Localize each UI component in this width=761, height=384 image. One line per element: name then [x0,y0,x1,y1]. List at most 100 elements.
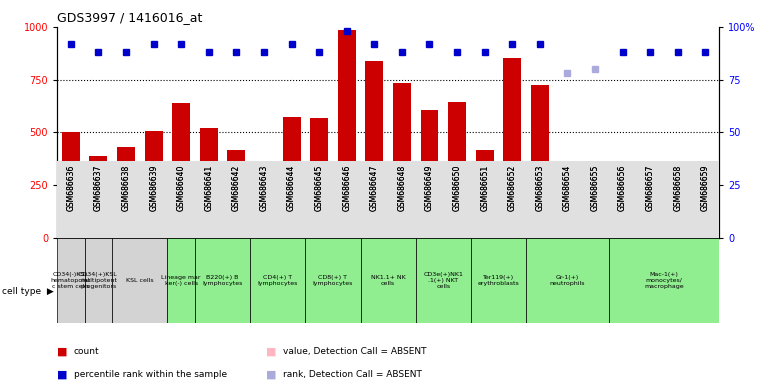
Text: GSM686650: GSM686650 [453,165,462,212]
Text: GSM686650: GSM686650 [453,165,462,212]
Text: GDS3997 / 1416016_at: GDS3997 / 1416016_at [57,11,202,24]
Bar [282,117,301,238]
Bar [255,167,273,238]
Text: GSM686644: GSM686644 [287,165,296,212]
Text: GSM686648: GSM686648 [397,165,406,211]
Text: GSM686649: GSM686649 [425,165,434,212]
Bar [669,203,686,238]
Text: GSM686659: GSM686659 [701,165,710,212]
Text: GSM686640: GSM686640 [177,165,186,212]
Bar [90,156,107,238]
Bar [338,30,355,238]
Text: GSM686653: GSM686653 [535,165,544,212]
Text: GSM686651: GSM686651 [480,165,489,211]
Bar [333,161,361,238]
Text: CD34(+)KSL
multipotent
progenitors: CD34(+)KSL multipotent progenitors [79,272,118,289]
Text: rank, Detection Call = ABSENT: rank, Detection Call = ABSENT [283,370,422,379]
Bar [310,118,328,238]
Text: Ter119(+)
erythroblasts: Ter119(+) erythroblasts [478,275,519,286]
Bar [365,61,384,238]
Bar [250,161,278,238]
Text: GSM686659: GSM686659 [701,165,710,212]
Bar [526,161,553,238]
Text: GSM686658: GSM686658 [673,165,683,211]
Bar [172,103,190,238]
Bar [559,222,576,238]
Text: GSM686656: GSM686656 [618,165,627,212]
Text: Lineage mar
ker(-) cells: Lineage mar ker(-) cells [161,275,201,286]
Bar [361,161,388,238]
Text: GSM686655: GSM686655 [591,165,600,212]
Text: CD34(-)KSL
hematopoiet
c stem cells: CD34(-)KSL hematopoiet c stem cells [51,272,91,289]
Text: GSM686645: GSM686645 [314,165,323,212]
Text: GSM686643: GSM686643 [260,165,269,212]
Bar [393,83,411,238]
Text: GSM686648: GSM686648 [397,165,406,211]
Text: GSM686637: GSM686637 [94,165,103,212]
Text: ■: ■ [57,346,68,356]
Text: ■: ■ [57,369,68,379]
Bar [581,161,609,238]
Bar [84,238,113,323]
Bar [642,185,659,238]
Text: CD3e(+)NK1
.1(+) NKT
cells: CD3e(+)NK1 .1(+) NKT cells [423,272,463,289]
Text: CD4(+) T
lymphocytes: CD4(+) T lymphocytes [257,275,298,286]
Bar [416,238,471,323]
Text: GSM686654: GSM686654 [563,165,572,212]
Text: GSM686642: GSM686642 [232,165,241,211]
Bar [113,161,140,238]
Text: GSM686651: GSM686651 [480,165,489,211]
Text: GSM686637: GSM686637 [94,165,103,212]
Bar [586,214,604,238]
Text: GSM686636: GSM686636 [66,165,75,212]
Bar [200,128,218,238]
Bar [531,85,549,238]
Text: count: count [74,347,100,356]
Bar [57,161,84,238]
Text: GSM686641: GSM686641 [204,165,213,211]
Bar [503,58,521,238]
Text: GSM686649: GSM686649 [425,165,434,212]
Bar [498,161,526,238]
Bar [305,238,361,323]
Text: GSM686638: GSM686638 [122,165,131,211]
Bar [421,110,438,238]
Bar [113,238,167,323]
Text: GSM686647: GSM686647 [370,165,379,212]
Bar [471,161,498,238]
Bar [228,151,245,238]
Text: GSM686657: GSM686657 [645,165,654,212]
Bar [250,238,305,323]
Text: cell type  ▶: cell type ▶ [2,287,53,296]
Bar [361,238,416,323]
Text: Gr-1(+)
neutrophils: Gr-1(+) neutrophils [549,275,585,286]
Text: Mac-1(+)
monocytes/
macrophage: Mac-1(+) monocytes/ macrophage [644,272,684,289]
Bar [443,161,471,238]
Bar [609,161,636,238]
Text: B220(+) B
lymphocytes: B220(+) B lymphocytes [202,275,243,286]
Text: CD8(+) T
lymphocytes: CD8(+) T lymphocytes [313,275,353,286]
Text: GSM686655: GSM686655 [591,165,600,212]
Bar [57,238,84,323]
Text: GSM686639: GSM686639 [149,165,158,212]
Bar [388,161,416,238]
Text: GSM686657: GSM686657 [645,165,654,212]
Text: GSM686636: GSM686636 [66,165,75,212]
Text: GSM686647: GSM686647 [370,165,379,212]
Bar [278,161,305,238]
Text: GSM686658: GSM686658 [673,165,683,211]
Text: GSM686654: GSM686654 [563,165,572,212]
Bar [636,161,664,238]
Bar [553,161,581,238]
Text: GSM686639: GSM686639 [149,165,158,212]
Bar [526,238,609,323]
Text: GSM686640: GSM686640 [177,165,186,212]
Bar [167,238,195,323]
Bar [471,238,526,323]
Text: GSM686643: GSM686643 [260,165,269,212]
Bar [195,161,222,238]
Text: GSM686653: GSM686653 [535,165,544,212]
Text: GSM686652: GSM686652 [508,165,517,211]
Text: GSM686638: GSM686638 [122,165,131,211]
Text: ■: ■ [266,369,277,379]
